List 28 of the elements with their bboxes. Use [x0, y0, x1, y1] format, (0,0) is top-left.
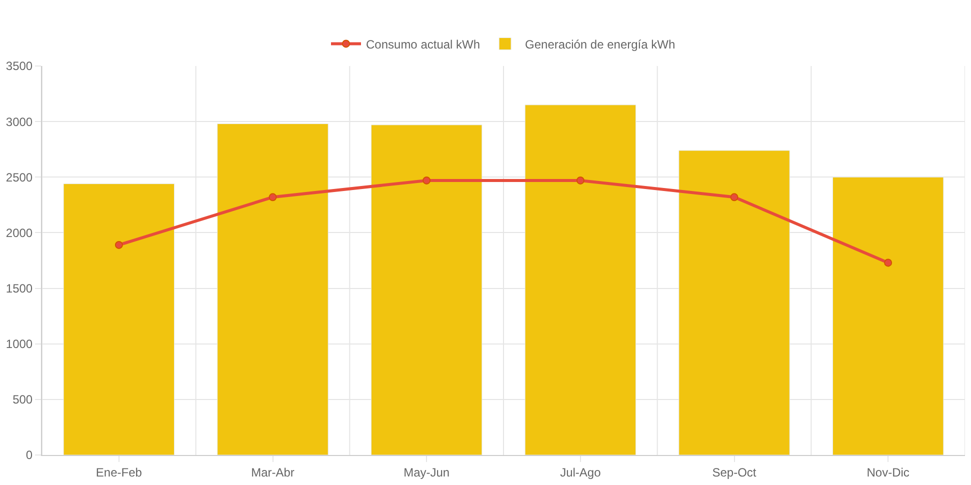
y-tick-label: 3500	[6, 59, 33, 74]
y-tick-label: 2500	[6, 170, 33, 184]
point	[114, 240, 123, 249]
point	[422, 176, 431, 184]
x-tick-label: Ene-Feb	[96, 465, 142, 480]
y-tick-label: 2000	[6, 226, 33, 240]
bar	[832, 176, 944, 455]
point	[268, 193, 277, 202]
bar	[370, 124, 482, 455]
bar	[63, 184, 175, 455]
x-tick-label: Sep-Oct	[712, 465, 757, 480]
y-tick-label: 500	[12, 392, 33, 407]
x-tick-label: Mar-Abr	[251, 465, 294, 480]
point	[884, 258, 892, 267]
y-tick-label: 0	[26, 448, 33, 462]
bar	[217, 124, 328, 455]
point	[576, 176, 584, 184]
x-tick-label: Nov-Dic	[866, 465, 910, 480]
point	[730, 193, 738, 202]
legend-label: Generación de energía kWh	[525, 37, 676, 52]
x-tick-label: May-Jun	[404, 465, 450, 480]
legend-label: Consumo actual kWh	[366, 37, 480, 52]
x-tick-label: Jul-Ago	[560, 465, 602, 480]
y-tick-label: 3000	[6, 114, 33, 129]
bar	[678, 150, 790, 455]
y-tick-label: 1500	[6, 281, 33, 296]
bar	[524, 104, 636, 455]
y-tick-label: 1000	[6, 337, 33, 352]
